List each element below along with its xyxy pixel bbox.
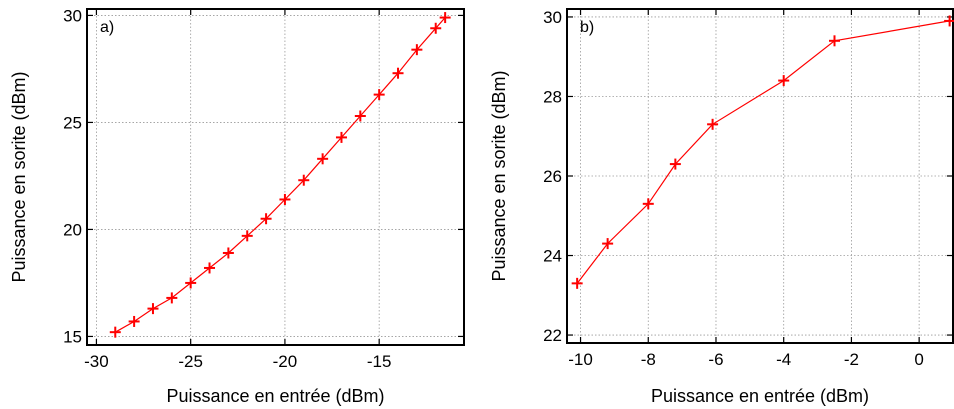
x-tick-label: 0: [914, 350, 923, 369]
data-point: [944, 15, 954, 27]
data-point: [669, 158, 681, 170]
x-tick-label: -10: [568, 350, 593, 369]
data-point: [109, 326, 121, 338]
series-line: [115, 17, 446, 333]
data-point: [185, 277, 197, 289]
series-line: [576, 20, 950, 284]
data-point: [166, 292, 178, 304]
y-tick-label: 20: [63, 220, 82, 239]
x-tick-label: -15: [367, 352, 392, 371]
x-tick-label: -4: [776, 350, 791, 369]
y-tick-label: 25: [63, 113, 82, 132]
x-tick-label: -2: [844, 350, 859, 369]
data-point: [241, 230, 253, 242]
data-point: [430, 22, 442, 34]
data-point: [204, 262, 216, 274]
y-tick-label: 26: [543, 167, 562, 186]
data-point: [373, 89, 385, 101]
panel-label: b): [580, 19, 594, 36]
data-point: [298, 174, 310, 186]
data-point: [642, 198, 654, 210]
plot-frame: [86, 8, 465, 346]
x-tick-label: -30: [84, 352, 109, 371]
data-point: [602, 238, 614, 250]
x-tick-label: -6: [708, 350, 723, 369]
data-point: [778, 75, 790, 87]
data-point: [571, 277, 583, 289]
y-tick-label: 30: [63, 6, 82, 25]
data-point: [128, 315, 140, 327]
y-tick-label: 24: [543, 247, 562, 266]
chart-panel-b: -10 -8 -6 -4 -2 0 22 24 26 28 30 Puissance en entré…: [489, 8, 954, 406]
data-point: [260, 213, 272, 225]
data-point: [279, 193, 291, 205]
data-point: [354, 110, 366, 122]
data-point: [317, 153, 329, 165]
y-tick-label: 15: [63, 327, 82, 346]
x-axis-label: Puissance en entrée (dBm): [166, 386, 384, 406]
y-tick-label: 30: [543, 8, 562, 27]
data-point: [439, 12, 451, 24]
data-point: [707, 118, 719, 130]
y-axis-label: Puissance en sorite (dBm): [489, 70, 509, 281]
y-axis-label: Puissance en sorite (dBm): [9, 71, 29, 282]
data-point: [828, 35, 840, 47]
data-point: [147, 303, 159, 315]
chart-panel-a: -30 -25 -20 -15 15 20 25 30 Puissance en entrée …: [9, 6, 465, 406]
x-tick-label: -8: [641, 350, 656, 369]
data-point: [392, 67, 404, 79]
x-axis-label: Puissance en entrée (dBm): [651, 386, 869, 406]
data-point: [335, 131, 347, 143]
y-tick-label: 28: [543, 87, 562, 106]
data-point: [222, 247, 234, 259]
x-tick-label: -25: [178, 352, 203, 371]
data-point: [411, 44, 423, 56]
panel-label: a): [100, 19, 114, 36]
y-tick-label: 22: [543, 326, 562, 345]
x-tick-label: -20: [273, 352, 298, 371]
